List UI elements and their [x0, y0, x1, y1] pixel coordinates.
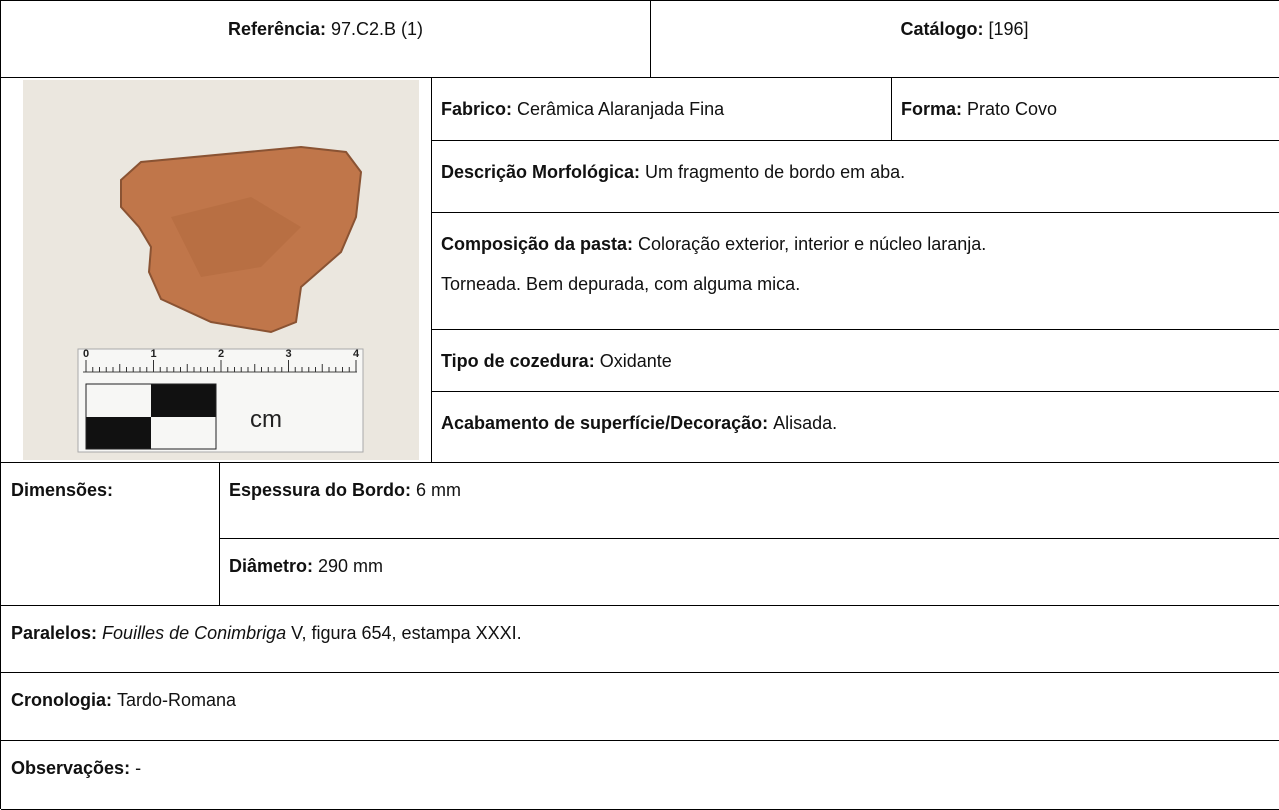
ruler-ticks: [85, 360, 357, 372]
value: Tardo-Romana: [117, 690, 237, 710]
scale-label: 3: [285, 348, 291, 360]
label: Cronologia:: [11, 690, 112, 710]
value: 290 mm: [318, 556, 384, 576]
finish-cell: Acabamento de superfície/Decoração: Alisa…: [431, 391, 1279, 463]
thickness-cell: Espessura do Bordo: 6 mm: [219, 462, 1279, 539]
notes-cell: Observações: -: [1, 740, 1279, 810]
scale-label: 0: [83, 348, 89, 360]
paste-cell: Composição da pasta: Coloração exterior, …: [431, 212, 1279, 330]
label: Tipo de cozedura:: [441, 351, 595, 371]
chronology-cell: Cronologia: Tardo-Romana: [1, 672, 1279, 741]
value: V, figura 654, estampa XXXI.: [291, 623, 522, 643]
label: Acabamento de superfície/Decoração:: [441, 413, 769, 433]
label: Descrição Morfológica:: [441, 162, 641, 182]
value: -: [135, 758, 142, 778]
value: Oxidante: [599, 351, 672, 371]
label: Dimensões:: [11, 480, 114, 500]
label: Observações:: [11, 758, 131, 778]
label: Diâmetro:: [229, 556, 314, 576]
catalog-cell: Catálogo: [196]: [650, 1, 1279, 78]
fabric-cell: Fabrico: Cerâmica Alaranjada Fina: [431, 77, 892, 141]
morphology-cell: Descrição Morfológica: Um fragmento de bo…: [431, 140, 1279, 213]
value: Prato Covo: [967, 99, 1058, 119]
sherd-shade: [171, 197, 301, 277]
scale-unit: cm: [250, 406, 282, 433]
scale-block: [151, 384, 216, 417]
title: Fouilles de Conimbriga: [102, 623, 287, 643]
photo-cell: 0 1 2 3 4 cm: [1, 77, 432, 463]
label: Paralelos:: [11, 623, 98, 643]
scale-frame: [85, 383, 217, 450]
label: Forma:: [901, 99, 963, 119]
label: Fabrico:: [441, 99, 513, 119]
firing-cell: Tipo de cozedura: Oxidante: [431, 329, 1279, 392]
form-cell: Forma: Prato Covo: [891, 77, 1279, 141]
diameter-cell: Diâmetro: 290 mm: [219, 538, 1279, 606]
parallels-cell: Paralelos: Fouilles de Conimbriga V, figur…: [1, 605, 1279, 673]
value: Torneada. Bem depurada, com alguma mica.: [441, 274, 801, 294]
value: Alisada.: [773, 413, 838, 433]
scale-label: 1: [150, 348, 156, 360]
value: [196]: [988, 19, 1029, 39]
value: 6 mm: [416, 480, 462, 500]
scale-block: [86, 417, 151, 449]
label: Espessura do Bordo:: [229, 480, 412, 500]
label: Referência:: [227, 19, 326, 39]
value: Um fragmento de bordo em aba.: [645, 162, 906, 182]
scale-label: 4: [353, 348, 360, 360]
photo: 0 1 2 3 4 cm: [23, 80, 419, 460]
label: Catálogo:: [900, 19, 984, 39]
value: Coloração exterior, interior e núcleo la…: [638, 234, 987, 254]
label: Composição da pasta:: [441, 234, 634, 254]
value: Cerâmica Alaranjada Fina: [517, 99, 725, 119]
reference-cell: Referência: 97.C2.B (1): [1, 1, 651, 78]
dimensions-cell: Dimensões:: [1, 462, 220, 606]
scale-label: 2: [218, 348, 224, 360]
value: 97.C2.B (1): [331, 19, 424, 39]
